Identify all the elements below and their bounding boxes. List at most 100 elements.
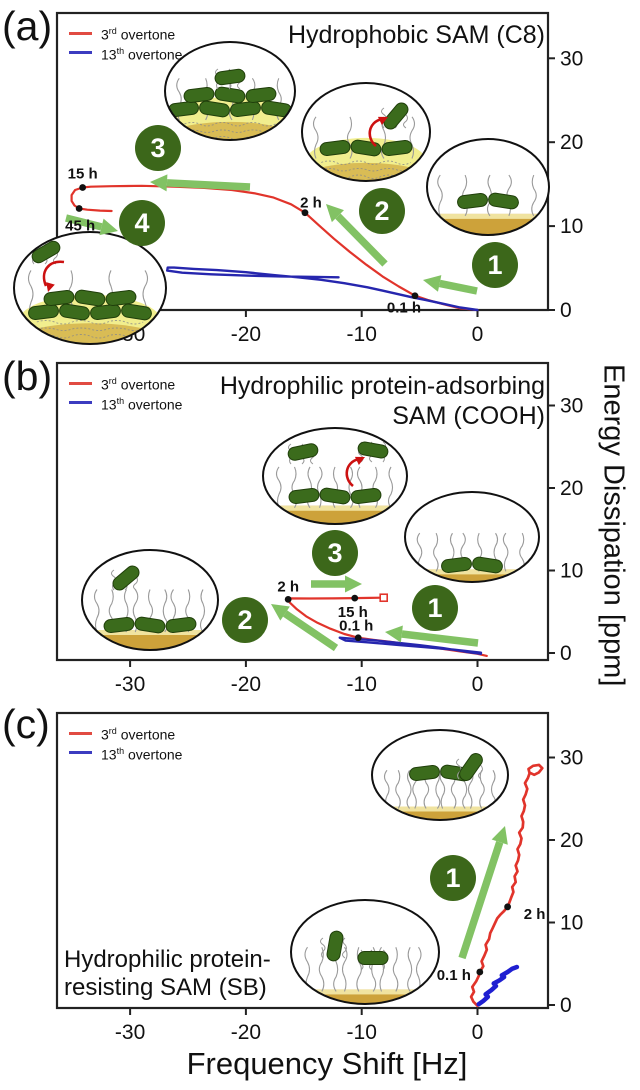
sam-surface-shade: [303, 162, 429, 181]
polymer-brush-squiggle: [316, 466, 323, 508]
polymer-brush-squiggle: [346, 116, 353, 159]
sam-surface-band-highlight: [427, 213, 549, 219]
inset-illustration-protein-adsorbing-red-arrow: [301, 82, 431, 182]
protein-blob: [441, 556, 472, 574]
time-point-label: 2 h: [277, 578, 299, 595]
sam-surface-shade: [166, 121, 294, 140]
protein-blob: [319, 487, 351, 505]
x-tick-label: -20: [231, 1021, 261, 1044]
legend-entry-3rd-overtone: 3rd overtone: [69, 374, 182, 393]
series-end-marker-open-square: [379, 593, 389, 603]
y-tick-label: 20: [560, 131, 583, 154]
y-tick-label: 0: [560, 642, 572, 665]
polymer-brush-squiggle: [318, 947, 325, 992]
inset-illustration-adsorbed-crowded-monolayer: [164, 41, 296, 141]
polymer-brush-squiggle: [392, 947, 399, 992]
inset-border: [164, 41, 296, 141]
y-tick-label: 0: [560, 299, 572, 322]
protein-blob: [112, 565, 140, 591]
polymer-brush-squiggle: [93, 589, 100, 633]
protein-blob: [350, 487, 382, 505]
inset-border: [301, 82, 431, 182]
y-tick-label: 30: [560, 47, 583, 70]
step-number: 1: [427, 593, 442, 623]
plot-box: [55, 361, 550, 662]
legend-label: 3rd overtone: [101, 376, 176, 393]
inset-border: [426, 138, 550, 236]
step-circle-4: [119, 200, 165, 246]
polymer-brush-squiggle: [502, 532, 509, 572]
legend-label: 13th overtone: [101, 745, 183, 763]
y-axis-title: Energy Dissipation [ppm]: [597, 363, 630, 687]
time-point-label: 15 h: [68, 166, 98, 183]
step-number: 1: [445, 863, 460, 893]
surface-texture-squiggle: [184, 122, 276, 127]
red-adsorb-arrow: [345, 457, 360, 488]
polymer-brush-squiggle: [467, 769, 474, 809]
time-point-label: 0.1 h: [387, 300, 421, 317]
protein-blob: [230, 100, 261, 118]
sam-surface-band-highlight: [291, 989, 439, 995]
surface-texture-squiggle: [321, 160, 412, 165]
inset-illustration-brush-protein-adsorbing-red-arrow: [262, 427, 408, 525]
polymer-brush-squiggle: [435, 769, 441, 809]
plot-box: [55, 11, 550, 312]
protein-blob: [319, 139, 351, 157]
polymer-brush-squiggle: [387, 466, 394, 509]
time-point-dot: [284, 595, 292, 603]
step-arrow: [65, 214, 103, 231]
x-tick-label: -10: [347, 323, 377, 346]
legend-entry-13th-overtone: 13th overtone: [69, 394, 182, 413]
panel-title-a: Hydrophobic SAM (C8): [288, 20, 545, 50]
sam-surface-shade: [15, 323, 165, 344]
protein-blob: [383, 102, 409, 130]
time-point-dot: [411, 292, 419, 300]
protein-blob: [287, 443, 319, 461]
legend-entry-13th-overtone: 13th overtone: [69, 744, 182, 763]
step-number: 2: [237, 605, 252, 635]
panel-title-b: Hydrophilic protein-adsorbing SAM (COOH): [220, 371, 545, 431]
y-tick-label: 30: [560, 395, 583, 418]
legend-panel-a: 3rd overtone 13th overtone: [69, 24, 182, 63]
step-number: 3: [327, 538, 342, 568]
polymer-brush-squiggle: [341, 946, 348, 992]
protein-blob: [326, 930, 344, 962]
panel-title-c: Hydrophilic protein- resisting SAM (SB): [64, 946, 271, 1002]
legend-label: 13th overtone: [101, 45, 183, 63]
panel-b: -30 -20 -10 0 0 10 20 30 1 2 3 0.1 h 2 h 15 h: [55, 361, 583, 696]
protein-blob: [121, 303, 152, 321]
inset-border: [13, 231, 167, 345]
curve-13th-overtone: [165, 266, 479, 312]
float-blob-squiggle: [320, 937, 326, 959]
y-tick-label: 10: [560, 912, 583, 935]
legend-entry-13th-overtone: 13th overtone: [69, 44, 182, 63]
protein-blob: [103, 616, 135, 634]
surface-texture-squiggle: [184, 129, 276, 133]
protein-blob: [183, 86, 215, 104]
step-circle-3: [312, 530, 358, 576]
polymer-brush-squiggle: [395, 770, 401, 809]
surface-texture-squiggle: [36, 320, 144, 325]
panel-label-a: (a): [2, 3, 53, 49]
protein-blob: [357, 951, 389, 965]
panel-title-c-line1: Hydrophilic protein-: [64, 946, 271, 973]
inset-illustration-adsorbed-sparse-proteins: [426, 138, 550, 236]
y-tick-label: 10: [560, 215, 583, 238]
protein-blob: [214, 86, 246, 104]
sam-surface-band-highlight: [372, 806, 508, 812]
legend-entry-3rd-overtone: 3rd overtone: [69, 724, 182, 743]
step-arrow-head: [345, 575, 362, 593]
legend-entry-3rd-overtone: 3rd overtone: [69, 24, 182, 43]
protein-blob: [59, 303, 90, 321]
polymer-brush-squiggle: [479, 770, 485, 809]
step-arrow: [166, 179, 251, 191]
step-number: 3: [150, 133, 165, 163]
legend-swatch-blue: [69, 51, 92, 55]
polymer-brush-squiggle: [439, 769, 446, 809]
inset-illustration-brush-proteins-adsorbed: [404, 491, 540, 583]
panel-title-b-line2: SAM (COOH): [392, 402, 545, 430]
step-circle-2: [222, 597, 268, 643]
surface-texture-squiggle: [321, 168, 411, 172]
